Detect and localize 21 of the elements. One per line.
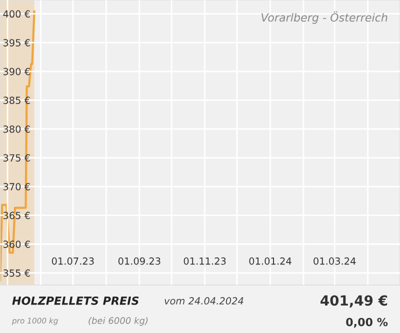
text: vom 24.04.2024 [164, 297, 244, 305]
x-tick-label: 01.11.23 [184, 257, 226, 265]
y-tick-label: 375 € [3, 154, 30, 162]
x-tick-label: 01.09.23 [118, 257, 160, 265]
x-tick-label: 01.03.24 [314, 257, 356, 265]
x-tick-label: 01.07.23 [52, 257, 94, 265]
y-tick-label: 395 € [3, 39, 30, 46]
y-tick-label: 390 € [3, 68, 30, 76]
y-tick-label: 370 € [3, 183, 30, 190]
y-tick-label: 400 € [3, 10, 30, 18]
text: HOLZPELLETS PREIS [12, 296, 139, 305]
x-tick-label: 01.01.24 [249, 257, 292, 265]
text: 0,00 % [346, 318, 388, 328]
y-tick-label: 380 € [3, 125, 30, 133]
y-tick-label: 385 € [3, 96, 30, 104]
y-tick-label: 360 € [3, 240, 30, 248]
text: 401,49 € [320, 295, 388, 308]
y-tick-label: 365 € [3, 212, 30, 220]
text: (bei 6000 kg) [88, 316, 148, 326]
text: Vorarlberg - Österreich [262, 11, 388, 24]
y-tick-label: 355 € [3, 269, 30, 277]
